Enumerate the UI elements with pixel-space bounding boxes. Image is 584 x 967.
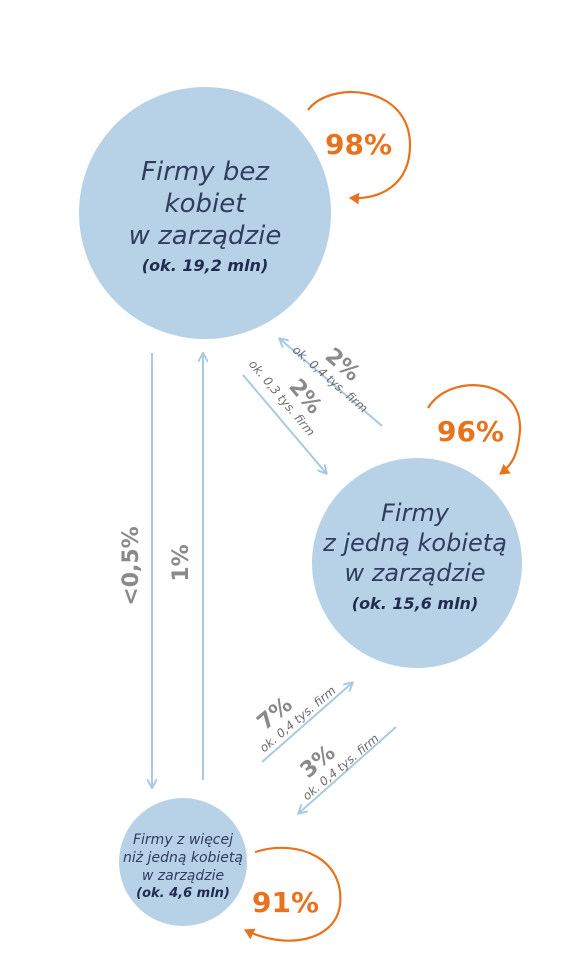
node-one-woman-circle bbox=[312, 458, 522, 668]
retention-more-women: 91% bbox=[252, 886, 319, 919]
flow-none-to-more-pct: <0,5% bbox=[119, 526, 144, 605]
node-no-women-line-3: w zarządzie bbox=[129, 221, 282, 251]
node-one-woman-line-1: Firmy bbox=[381, 499, 450, 527]
retention-no-women: 98% bbox=[325, 128, 392, 161]
node-more-women: Firmy z więcej niż jedną kobietą w zarzą… bbox=[119, 798, 247, 926]
flow-more-to-none: 1% bbox=[169, 354, 203, 780]
node-no-women-count: (ok. 19,2 mln) bbox=[142, 256, 269, 275]
flow-none-to-more: <0,5% bbox=[119, 353, 152, 787]
node-one-woman-line-2: z jedną kobietą bbox=[322, 529, 507, 557]
node-one-woman-line-3: w zarządzie bbox=[345, 559, 486, 587]
self-loop-more-women: 91% bbox=[244, 846, 342, 942]
flow-more-to-one: 7% ok. 0,4 tys. firm bbox=[253, 665, 352, 763]
node-no-women-line-2: kobiet bbox=[165, 189, 247, 219]
node-more-women-count: (ok. 4,6 mln) bbox=[136, 886, 230, 901]
node-no-women: Firmy bez kobiet w zarządzie (ok. 19,2 m… bbox=[79, 87, 331, 339]
self-loop-no-women: 98% bbox=[307, 91, 412, 205]
node-no-women-line-1: Firmy bez bbox=[141, 157, 270, 187]
retention-one-woman: 96% bbox=[437, 415, 504, 448]
node-one-woman: Firmy z jedną kobietą w zarządzie (ok. 1… bbox=[312, 458, 522, 668]
node-no-women-circle bbox=[79, 87, 331, 339]
node-one-woman-count: (ok. 15,6 mln) bbox=[352, 594, 479, 613]
node-more-women-line-2: niż jedną kobietą bbox=[123, 850, 243, 866]
self-loop-one-woman: 96% bbox=[427, 384, 522, 475]
flow-more-to-none-pct: 1% bbox=[169, 544, 194, 581]
node-more-women-circle bbox=[119, 798, 247, 926]
node-more-women-line-1: Firmy z więcej bbox=[133, 832, 233, 848]
node-more-women-line-3: w zarządzie bbox=[142, 868, 224, 884]
